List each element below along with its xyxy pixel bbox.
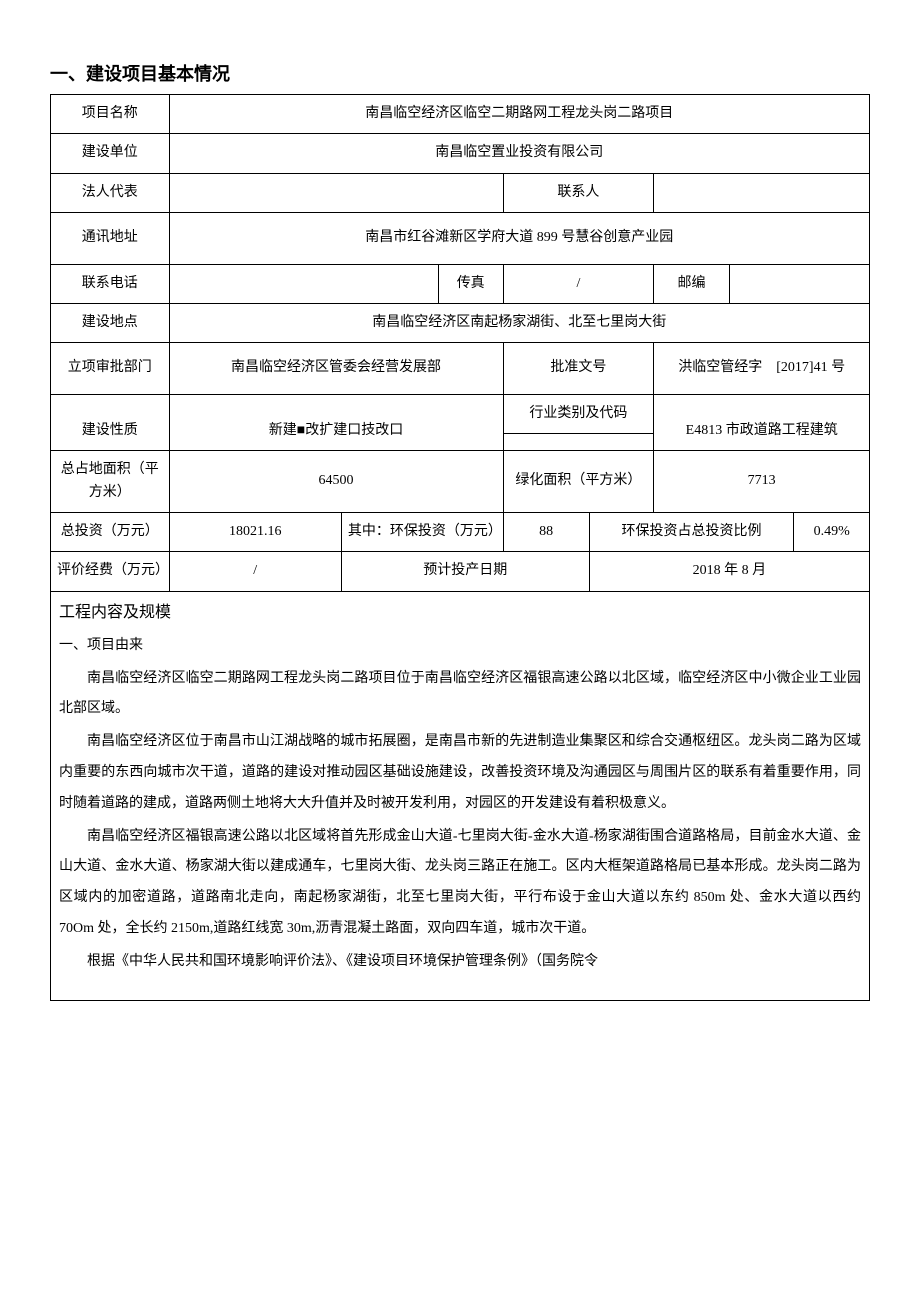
label-legal-rep: 法人代表 — [51, 173, 170, 212]
value-eval-fee: / — [169, 552, 341, 591]
label-approval-no: 批准文号 — [503, 343, 654, 394]
table-row: 法人代表 联系人 — [51, 173, 870, 212]
value-env-invest: 88 — [503, 512, 589, 551]
paragraph: 根据《中华人民共和国环境影响评价法》、《建设项目环境保护管理条例》（国务院令 — [59, 947, 861, 978]
label-env-ratio: 环保投资占总投资比例 — [589, 512, 794, 551]
label-address: 通讯地址 — [51, 213, 170, 264]
label-postcode: 邮编 — [654, 264, 729, 303]
table-row: 项目名称 南昌临空经济区临空二期路网工程龙头岗二路项目 — [51, 95, 870, 134]
table-row: 总占地面积（平方米） 64500 绿化面积（平方米） 7713 — [51, 451, 870, 513]
label-land-area: 总占地面积（平方米） — [51, 451, 170, 513]
table-row: 总投资（万元） 18021.16 其中：环保投资（万元） 88 环保投资占总投资… — [51, 512, 870, 551]
value-fax: / — [503, 264, 654, 303]
content-box: 工程内容及规模 一、项目由来 南昌临空经济区临空二期路网工程龙头岗二路项目位于南… — [50, 592, 870, 1001]
table-row: 建设性质 新建■改扩建口技改口 行业类别及代码 E4813 市政道路工程建筑 — [51, 394, 870, 433]
content-subtitle: 一、项目由来 — [59, 634, 861, 654]
value-start-date: 2018 年 8 月 — [589, 552, 869, 591]
value-location: 南昌临空经济区南起杨家湖街、北至七里岗大街 — [169, 303, 869, 342]
label-project-name: 项目名称 — [51, 95, 170, 134]
value-phone — [169, 264, 438, 303]
value-postcode — [729, 264, 869, 303]
value-project-name: 南昌临空经济区临空二期路网工程龙头岗二路项目 — [169, 95, 869, 134]
label-industry-code: 行业类别及代码 — [503, 394, 654, 433]
value-env-ratio: 0.49% — [794, 512, 870, 551]
value-total-invest: 18021.16 — [169, 512, 341, 551]
project-info-table: 项目名称 南昌临空经济区临空二期路网工程龙头岗二路项目 建设单位 南昌临空置业投… — [50, 94, 870, 592]
value-address: 南昌市红谷滩新区学府大道 899 号慧谷创意产业园 — [169, 213, 869, 264]
table-row: 通讯地址 南昌市红谷滩新区学府大道 899 号慧谷创意产业园 — [51, 213, 870, 264]
value-green-area: 7713 — [654, 451, 870, 513]
paragraph: 南昌临空经济区福银高速公路以北区域将首先形成金山大道-七里岗大街-金水大道-杨家… — [59, 822, 861, 945]
cell-empty — [503, 434, 654, 451]
value-approval-no: 洪临空管经字 [2017]41 号 — [654, 343, 870, 394]
table-row: 立项审批部门 南昌临空经济区管委会经营发展部 批准文号 洪临空管经字 [2017… — [51, 343, 870, 394]
label-phone: 联系电话 — [51, 264, 170, 303]
table-row: 联系电话 传真 / 邮编 — [51, 264, 870, 303]
table-row: 建设单位 南昌临空置业投资有限公司 — [51, 134, 870, 173]
label-builder: 建设单位 — [51, 134, 170, 173]
label-location: 建设地点 — [51, 303, 170, 342]
value-legal-rep — [169, 173, 503, 212]
table-row: 建设地点 南昌临空经济区南起杨家湖街、北至七里岗大街 — [51, 303, 870, 342]
value-builder: 南昌临空置业投资有限公司 — [169, 134, 869, 173]
content-title: 工程内容及规模 — [59, 598, 861, 622]
label-contact: 联系人 — [503, 173, 654, 212]
paragraph: 南昌临空经济区临空二期路网工程龙头岗二路项目位于南昌临空经济区福银高速公路以北区… — [59, 664, 861, 726]
label-approval-dept: 立项审批部门 — [51, 343, 170, 394]
value-industry-code: E4813 市政道路工程建筑 — [654, 394, 870, 450]
label-total-invest: 总投资（万元） — [51, 512, 170, 551]
label-env-invest: 其中：环保投资（万元） — [341, 512, 503, 551]
table-row: 评价经费（万元） / 预计投产日期 2018 年 8 月 — [51, 552, 870, 591]
value-land-area: 64500 — [169, 451, 503, 513]
paragraph: 南昌临空经济区位于南昌市山江湖战略的城市拓展圈，是南昌市新的先进制造业集聚区和综… — [59, 727, 861, 819]
label-green-area: 绿化面积（平方米） — [503, 451, 654, 513]
section-heading: 一、建设项目基本情况 — [50, 60, 870, 86]
value-contact — [654, 173, 870, 212]
label-fax: 传真 — [438, 264, 503, 303]
label-start-date: 预计投产日期 — [341, 552, 589, 591]
label-eval-fee: 评价经费（万元） — [51, 552, 170, 591]
value-approval-dept: 南昌临空经济区管委会经营发展部 — [169, 343, 503, 394]
label-build-nature: 建设性质 — [51, 394, 170, 450]
value-build-nature: 新建■改扩建口技改口 — [169, 394, 503, 450]
